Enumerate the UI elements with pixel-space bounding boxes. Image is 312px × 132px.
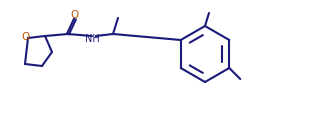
Text: NH: NH (85, 34, 100, 44)
Text: O: O (22, 32, 30, 43)
Text: O: O (70, 11, 78, 20)
